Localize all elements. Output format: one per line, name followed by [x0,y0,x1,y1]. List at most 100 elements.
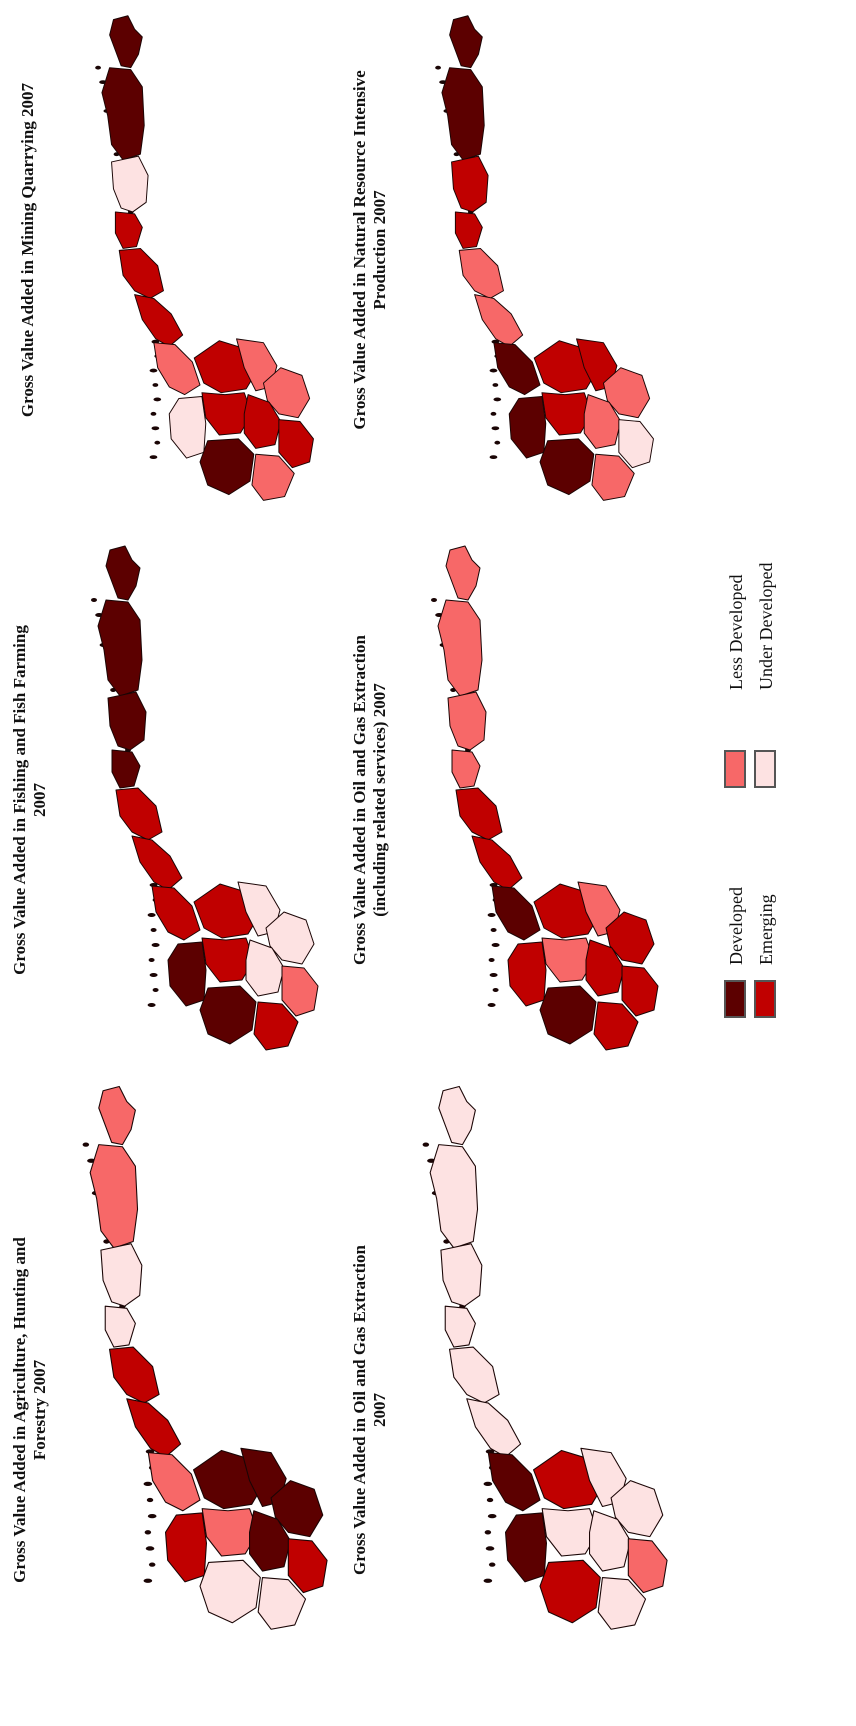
map-region [257,1577,307,1630]
island [435,65,441,70]
map-region [447,691,487,751]
map-region [199,985,257,1045]
map-region [281,965,319,1017]
island [488,958,495,962]
map-region [278,419,314,469]
map-region [100,1243,143,1307]
map-region [627,1538,668,1594]
island [489,368,498,373]
map-region [466,1398,522,1458]
island [487,1003,496,1007]
map-region [471,835,523,891]
norway-map [422,1085,668,1630]
island [143,1578,153,1583]
map-region [438,1085,476,1146]
map-region [539,438,595,496]
island [147,1514,157,1519]
island [82,1142,90,1147]
map-region [248,1510,291,1572]
map-region [199,438,255,496]
legend-swatch-emerging [754,980,776,1018]
map-region [107,691,147,751]
map-region [539,985,597,1045]
map-region [199,1559,261,1624]
map-title: Gross Value Added in Fishing and Fish Fa… [10,625,49,975]
legend-label-less-developed: Less Developed [726,574,746,690]
map-region [165,1512,207,1583]
island [486,1497,494,1503]
norway-map [431,545,659,1051]
map-region [243,394,282,449]
island [487,1514,497,1519]
map-region [115,787,163,841]
norway-map [82,1085,328,1630]
map-region [97,599,143,697]
map-region [445,545,481,601]
map-region [151,885,201,941]
map-region [455,787,503,841]
island [492,383,499,387]
panel-natural-resource: Gross Value Added in Natural Resource In… [340,0,680,530]
map-region [444,1305,476,1348]
map-region [621,965,659,1017]
island [483,1578,493,1583]
map-region [167,941,207,1007]
island [152,988,159,992]
island [149,455,158,460]
island [91,598,97,602]
panel-mining: Gross Value Added in Mining Quarrying 20… [0,0,340,530]
map-region [451,155,489,213]
legend-swatch-less-developed [724,750,746,788]
map-region [104,1305,136,1348]
map-region [109,1346,160,1404]
island [147,1003,156,1007]
map-region [451,749,481,789]
norway-map [91,545,319,1051]
island [146,1497,154,1503]
island [152,383,159,387]
norway-map [435,15,654,501]
island [149,973,158,977]
map-region [493,342,541,396]
panel-fishing: Gross Value Added in Fishing and Fish Fa… [0,530,340,1070]
island [143,1481,153,1486]
map-region [251,453,295,501]
island [492,988,499,992]
map-region [507,941,547,1007]
panel-agriculture: Gross Value Added in Agriculture, Huntin… [0,1070,340,1726]
island [490,411,497,416]
map-region [168,396,207,459]
map-title: Gross Value Added in Mining Quarrying 20… [18,82,37,418]
island [153,397,162,402]
map-region [118,247,164,299]
island [422,1142,430,1147]
island [491,943,500,947]
island [491,426,500,431]
island [147,913,156,917]
map-region [111,155,149,213]
map-region [147,1452,201,1512]
map-region [134,294,184,348]
island [144,1530,152,1535]
map-region [593,1001,639,1051]
island [489,455,498,460]
legend-swatch-developed [724,980,746,1018]
legend-label-emerging: Emerging [756,894,776,965]
map-region [589,1510,631,1572]
map-region [441,67,485,161]
map-region [487,1452,541,1512]
map-region [474,294,524,348]
map-region [245,939,285,997]
map-region [287,1538,328,1594]
map-region [98,1085,136,1146]
island [490,928,497,932]
panel-oil-gas-services: Gross Value Added in Oil and Gas Extract… [340,530,680,1070]
island [488,1562,496,1567]
map-region [105,545,141,601]
map-region [591,453,635,501]
map-region [597,1577,647,1630]
map-region [131,835,183,891]
island [150,411,157,416]
map-region [114,211,143,249]
map-region [89,1144,139,1249]
